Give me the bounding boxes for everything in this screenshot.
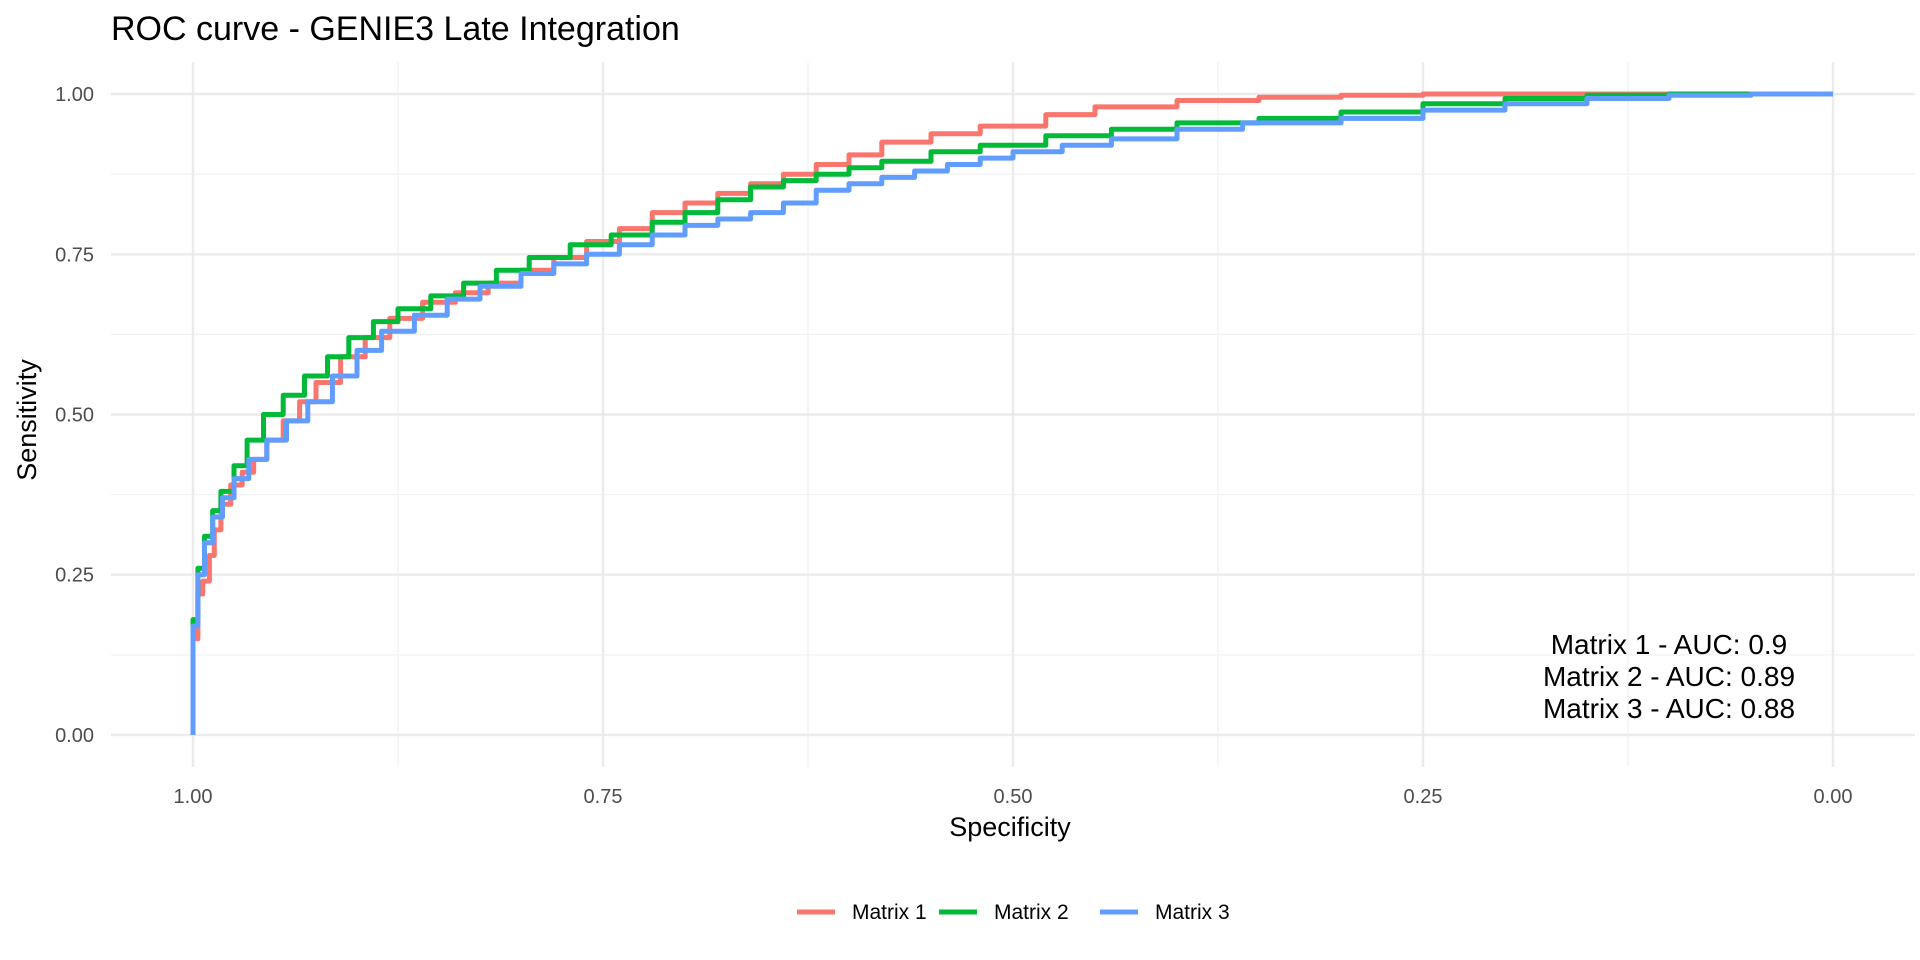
auc-annotation: Matrix 1 - AUC: 0.9 <box>1551 629 1788 660</box>
legend-item-matrix-3: Matrix 3 <box>1100 901 1230 924</box>
legend-item-matrix-1: Matrix 1 <box>797 901 927 924</box>
grid-lines <box>111 62 1915 767</box>
legend: Matrix 1 Matrix 2 Matrix 3 <box>797 901 1230 924</box>
legend-label: Matrix 3 <box>1155 901 1230 924</box>
x-tick-label: 0.25 <box>1404 786 1443 808</box>
legend-item-matrix-2: Matrix 2 <box>939 901 1069 924</box>
x-axis-title: Specificity <box>949 812 1071 842</box>
x-tick-label: 0.00 <box>1814 786 1853 808</box>
x-tick-label: 1.00 <box>174 786 213 808</box>
y-tick-labels: 0.00 0.25 0.50 0.75 1.00 <box>55 84 94 747</box>
auc-annotation: Matrix 2 - AUC: 0.89 <box>1543 661 1795 692</box>
legend-label: Matrix 2 <box>994 901 1069 924</box>
roc-line-matrix-2 <box>190 91 1833 735</box>
x-tick-label: 0.50 <box>994 786 1033 808</box>
y-tick-label: 0.00 <box>55 725 94 747</box>
y-axis-title: Sensitivity <box>12 359 42 481</box>
roc-series-lines <box>190 91 1833 735</box>
legend-label: Matrix 1 <box>852 901 927 924</box>
y-tick-label: 0.50 <box>55 405 94 427</box>
y-tick-label: 0.25 <box>55 565 94 587</box>
chart-title: ROC curve - GENIE3 Late Integration <box>111 10 680 48</box>
roc-line-matrix-3 <box>190 91 1833 735</box>
y-tick-label: 0.75 <box>55 244 94 266</box>
auc-annotation: Matrix 3 - AUC: 0.88 <box>1543 693 1795 724</box>
x-tick-labels: 1.00 0.75 0.50 0.25 0.00 <box>174 786 1853 808</box>
x-tick-label: 0.75 <box>584 786 623 808</box>
y-tick-label: 1.00 <box>55 84 94 106</box>
